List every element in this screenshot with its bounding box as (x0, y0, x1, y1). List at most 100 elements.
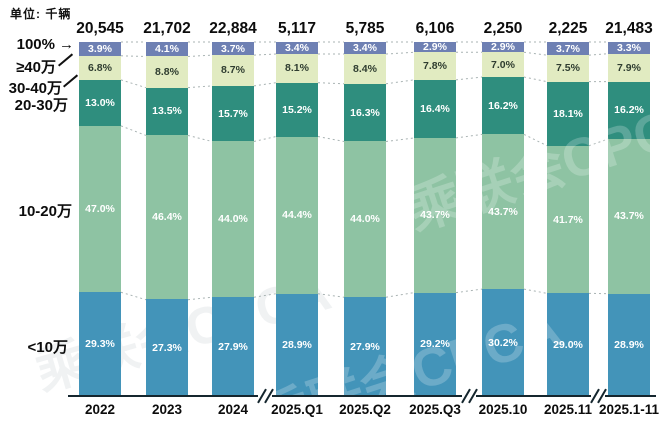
x-axis-label: 2025.10 (478, 402, 528, 417)
segment-≥40万: 3.7% (547, 42, 589, 56)
segment-<10万: 27.9% (344, 297, 386, 396)
segment-≥40万: 4.1% (146, 42, 188, 57)
percent-label: 16.2% (614, 104, 644, 117)
x-axis-label: 2025.11 (543, 402, 593, 417)
percent-label: 47.0% (85, 203, 115, 216)
total-label: 6,106 (415, 20, 455, 37)
y-axis-label: ≥40万 (16, 56, 56, 76)
x-axis-label: 2023 (151, 402, 183, 417)
percent-label: 18.1% (553, 107, 583, 120)
percent-label: 28.9% (614, 338, 644, 351)
y-axis-label-text: 20-30万 (14, 96, 68, 114)
bar-2025.Q1: 3.4% 8.1% 15.2% 44.4% 28.9% (276, 42, 318, 396)
percent-label: 3.4% (285, 42, 309, 55)
bar-2025.Q3: 2.9% 7.8% 16.4% 43.7% 29.2% (414, 42, 456, 396)
x-axis-label: 2025.Q2 (339, 402, 391, 417)
segment-20-30万: 15.7% (212, 85, 254, 142)
y-axis-label-text: 10-20万 (18, 202, 72, 220)
total-label: 5,117 (278, 20, 316, 37)
x-axis-label: 2025.Q1 (271, 402, 323, 417)
segment-<10万: 29.3% (79, 292, 121, 396)
percent-label: 4.1% (155, 43, 179, 56)
percent-label: 46.4% (152, 211, 182, 224)
segment-30-40万: 8.4% (344, 54, 386, 84)
percent-label: 8.1% (285, 62, 309, 75)
percent-label: 43.7% (488, 205, 518, 218)
percent-label: 3.9% (88, 42, 112, 55)
percent-label: 13.5% (152, 105, 182, 118)
segment-<10万: 30.2% (482, 289, 524, 396)
segment-10-20万: 43.7% (414, 137, 456, 293)
total-label: 5,785 (345, 20, 385, 37)
percent-label: 16.2% (488, 99, 518, 112)
y-axis-label: 100% → (17, 34, 74, 54)
percent-label: 44.0% (218, 213, 248, 226)
percent-label: 3.3% (617, 41, 641, 54)
percent-label: 8.8% (155, 66, 179, 79)
percent-label: 6.8% (88, 61, 112, 74)
segment-10-20万: 46.4% (146, 135, 188, 300)
segment-10-20万: 41.7% (547, 145, 589, 294)
axis-break-gap (591, 392, 605, 400)
total-label: 21,483 (605, 20, 653, 37)
arrow-right-icon: → (59, 35, 74, 53)
x-axis-label: 2025.1-11 (598, 402, 660, 417)
y-axis-label: 30-40万 (9, 77, 62, 97)
segment-<10万: 27.3% (146, 299, 188, 396)
percent-label: 8.7% (221, 64, 245, 77)
x-axis-line (68, 395, 656, 397)
y-axis-label: 10-20万 (19, 200, 72, 220)
segment-10-20万: 43.7% (482, 134, 524, 290)
percent-label: 3.7% (556, 42, 580, 55)
bar-2025.1-11: 3.3% 7.9% 16.2% 43.7% 28.9% (608, 42, 650, 396)
segment-≥40万: 3.4% (276, 42, 318, 55)
percent-label: 7.5% (556, 62, 580, 75)
segment-30-40万: 8.7% (212, 55, 254, 86)
percent-label: 2.9% (491, 41, 515, 54)
y-axis-label-text: 30-40万 (8, 79, 62, 97)
percent-label: 29.0% (553, 338, 583, 351)
segment-20-30万: 18.1% (547, 81, 589, 146)
segment-≥40万: 3.9% (79, 42, 121, 56)
segment-≥40万: 3.3% (608, 42, 650, 54)
x-axis-label: 2022 (84, 402, 116, 417)
segment-20-30万: 15.2% (276, 82, 318, 137)
segment-10-20万: 44.0% (212, 141, 254, 298)
percent-label: 15.7% (218, 107, 248, 120)
segment-≥40万: 2.9% (414, 42, 456, 52)
bar-2024: 3.7% 8.7% 15.7% 44.0% 27.9% (212, 42, 254, 396)
bar-2025.Q2: 3.4% 8.4% 16.3% 44.0% 27.9% (344, 42, 386, 396)
percent-label: 7.0% (491, 58, 515, 71)
axis-break-gap (258, 392, 272, 400)
segment-30-40万: 7.9% (608, 53, 650, 82)
y-axis-label-text: ≥40万 (16, 58, 56, 76)
total-label: 2,225 (548, 20, 588, 37)
percent-label: 30.2% (488, 336, 518, 349)
percent-label: 7.9% (617, 61, 641, 74)
percent-label: 3.4% (353, 42, 377, 55)
percent-label: 43.7% (420, 209, 450, 222)
x-axis-label: 2025.Q3 (409, 402, 461, 417)
bar-2023: 4.1% 8.8% 13.5% 46.4% 27.3% (146, 42, 188, 396)
segment-<10万: 29.0% (547, 293, 589, 396)
segment-30-40万: 7.0% (482, 52, 524, 78)
segment-30-40万: 8.1% (276, 54, 318, 83)
percent-label: 29.3% (85, 338, 115, 351)
segment-30-40万: 7.5% (547, 55, 589, 82)
segment-30-40万: 6.8% (79, 55, 121, 80)
segment-20-30万: 16.3% (344, 83, 386, 142)
percent-label: 3.7% (221, 42, 245, 55)
percent-label: 7.8% (423, 60, 447, 73)
percent-label: 27.3% (152, 341, 182, 354)
percent-label: 27.9% (350, 340, 380, 353)
total-label: 20,545 (76, 20, 124, 37)
segment-≥40万: 2.9% (482, 42, 524, 52)
percent-label: 15.2% (282, 103, 312, 116)
segment-<10万: 28.9% (276, 293, 318, 396)
y-axis-label-text: 100% (16, 35, 55, 53)
percent-label: 16.3% (350, 106, 380, 119)
segment-20-30万: 13.0% (79, 79, 121, 126)
total-label: 22,884 (209, 20, 257, 37)
